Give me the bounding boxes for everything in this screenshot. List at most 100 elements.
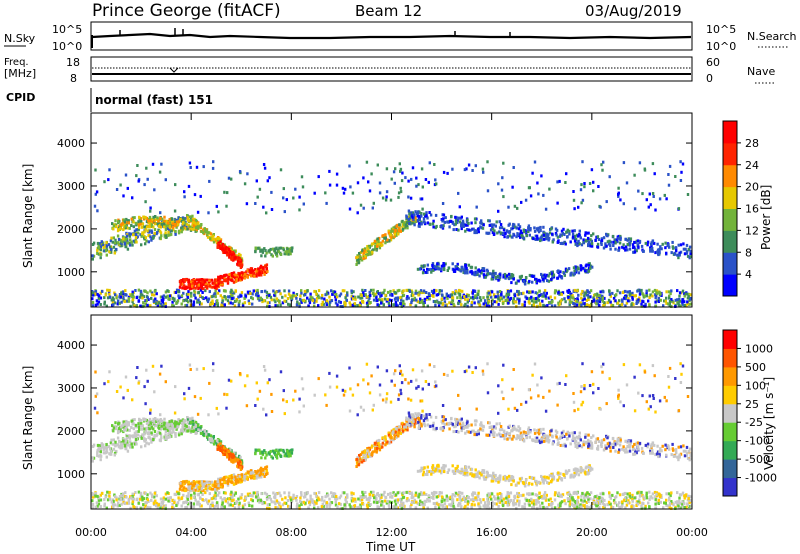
range-gate-cell — [99, 245, 102, 249]
range-gate-cell — [486, 160, 489, 164]
range-gate-cell — [128, 243, 132, 247]
range-gate-cell — [454, 222, 457, 226]
range-gate-cell — [424, 214, 427, 218]
range-gate-cell — [206, 502, 210, 506]
range-gate-cell — [474, 270, 477, 274]
range-gate-cell — [91, 291, 94, 295]
range-gate-cell — [410, 294, 413, 298]
range-gate-cell — [480, 221, 483, 225]
range-gate-cell — [221, 276, 224, 280]
range-gate-cell — [413, 213, 416, 217]
range-gate-cell — [689, 255, 693, 259]
range-gate-cell — [183, 278, 186, 282]
range-gate-cell — [530, 274, 533, 278]
range-gate-cell — [537, 278, 541, 282]
range-gate-cell — [173, 501, 176, 505]
range-gate-cell — [463, 295, 466, 299]
range-gate-cell — [420, 212, 423, 215]
range-gate-cell — [388, 304, 391, 308]
range-gate-cell — [580, 183, 583, 187]
range-gate-cell — [476, 498, 479, 502]
range-gate-cell — [407, 296, 410, 300]
range-gate-cell — [198, 496, 202, 500]
range-gate-cell — [153, 289, 157, 293]
range-gate-cell — [197, 287, 200, 291]
range-gate-cell — [270, 298, 273, 302]
range-gate-cell — [287, 504, 290, 508]
range-gate-cell — [315, 501, 318, 505]
range-gate-cell — [475, 270, 479, 274]
range-gate-cell — [229, 492, 232, 496]
range-gate-cell — [170, 220, 174, 224]
range-gate-cell — [216, 291, 220, 295]
range-gate-cell — [528, 233, 531, 237]
range-gate-cell — [636, 300, 640, 304]
range-gate-cell — [199, 490, 203, 494]
range-gate-cell — [194, 286, 197, 290]
range-gate-cell — [320, 303, 324, 307]
range-gate-cell — [182, 493, 185, 497]
range-gate-cell — [232, 271, 236, 275]
range-gate-cell — [147, 298, 150, 301]
range-gate-cell — [107, 243, 111, 247]
range-gate-cell — [572, 302, 575, 305]
range-gate-cell — [99, 252, 103, 256]
range-gate-cell — [493, 229, 496, 233]
range-gate-cell — [502, 195, 505, 199]
range-gate-cell — [143, 304, 146, 308]
range-gate-cell — [536, 291, 539, 295]
range-gate-cell — [558, 494, 561, 498]
range-gate-cell — [538, 504, 542, 508]
range-gate-cell — [667, 183, 671, 187]
range-gate-cell — [368, 250, 371, 254]
velocity-data-layer — [91, 362, 693, 510]
range-gate-cell — [197, 493, 200, 497]
range-gate-cell — [541, 276, 545, 279]
range-gate-cell — [361, 288, 364, 292]
range-gate-cell — [498, 298, 501, 302]
range-gate-cell — [530, 299, 534, 303]
range-gate-cell — [382, 291, 385, 295]
range-gate-cell — [115, 241, 118, 245]
range-gate-cell — [278, 246, 281, 250]
range-gate-cell — [206, 233, 209, 237]
range-gate-cell — [596, 245, 600, 249]
range-gate-cell — [585, 269, 589, 273]
range-gate-cell — [160, 222, 163, 226]
range-gate-cell — [336, 303, 339, 307]
range-gate-cell — [189, 166, 192, 169]
range-gate-cell — [264, 491, 267, 495]
range-gate-cell — [591, 300, 594, 303]
range-gate-cell — [567, 295, 570, 299]
range-gate-cell — [109, 247, 113, 251]
range-gate-cell — [386, 492, 390, 496]
range-gate-cell — [145, 299, 148, 303]
range-gate-cell — [589, 497, 592, 501]
range-gate-cell — [678, 493, 682, 497]
range-gate-cell — [502, 275, 505, 279]
range-gate-cell — [571, 498, 574, 502]
range-gate-cell — [360, 498, 364, 502]
range-gate-cell — [120, 494, 123, 498]
range-gate-cell — [332, 492, 335, 496]
range-gate-cell — [255, 270, 258, 273]
range-gate-cell — [205, 230, 208, 234]
range-gate-cell — [542, 496, 545, 500]
range-gate-cell — [234, 289, 237, 293]
range-gate-cell — [532, 275, 535, 278]
range-gate-cell — [168, 218, 171, 222]
range-gate-cell — [197, 222, 200, 226]
range-gate-cell — [516, 233, 520, 237]
range-gate-cell — [105, 241, 108, 245]
range-gate-cell — [322, 504, 325, 508]
range-gate-cell — [389, 491, 392, 495]
range-gate-cell — [657, 498, 660, 502]
range-gate-cell — [414, 491, 418, 495]
nsky-trace — [91, 32, 692, 40]
range-gate-cell — [487, 291, 491, 295]
range-gate-cell — [119, 497, 123, 501]
range-gate-cell — [138, 225, 141, 229]
range-gate-cell — [191, 217, 194, 221]
range-gate-cell — [507, 293, 511, 297]
range-gate-cell — [237, 256, 240, 260]
